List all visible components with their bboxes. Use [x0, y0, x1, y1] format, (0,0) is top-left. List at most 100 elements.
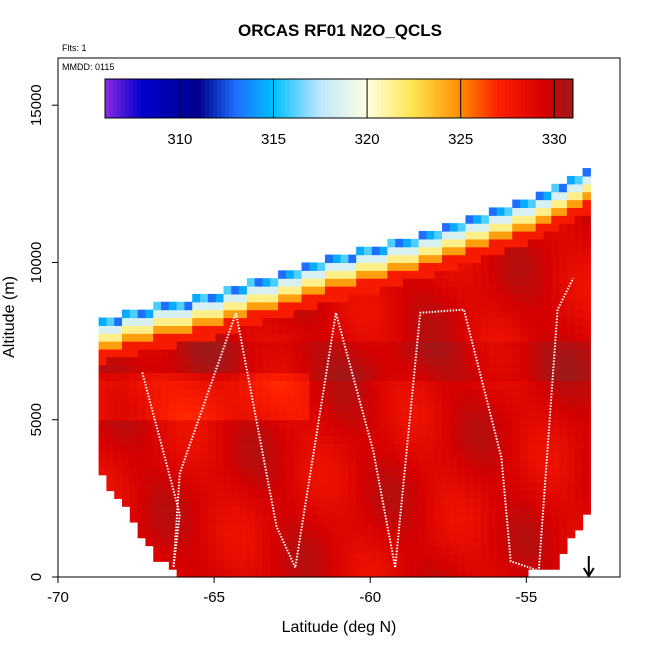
- curtain-cell: [153, 388, 162, 397]
- curtain-cell: [324, 301, 334, 311]
- curtain-cell: [278, 380, 287, 389]
- curtain-cell: [200, 293, 209, 303]
- curtain-cell: [418, 364, 428, 374]
- curtain-cell: [246, 561, 256, 570]
- curtain-cell: [192, 364, 201, 374]
- curtain-cell: [371, 286, 381, 295]
- curtain-cell: [153, 341, 162, 350]
- curtain-cell: [129, 419, 139, 429]
- curtain-cell: [543, 537, 552, 547]
- curtain-cell: [543, 388, 552, 397]
- curtain-cell: [371, 553, 381, 562]
- curtain-cell: [184, 490, 193, 499]
- curtain-cell: [192, 514, 201, 523]
- curtain-cell: [559, 482, 568, 492]
- curtain-cell: [379, 388, 388, 397]
- curtain-cell: [371, 356, 381, 366]
- curtain-cell: [449, 231, 459, 240]
- curtain-cell: [207, 569, 217, 578]
- curtain-cell: [512, 443, 521, 452]
- curtain-cell: [403, 490, 412, 499]
- curtain-cell: [442, 466, 451, 476]
- curtain-cell: [504, 537, 513, 547]
- curtain-cell: [278, 419, 287, 429]
- curtain-cell: [114, 411, 123, 421]
- curtain-cell: [309, 325, 318, 334]
- curtain-cell: [262, 490, 271, 499]
- curtain-cell: [449, 529, 459, 539]
- curtain-cell: [504, 451, 513, 460]
- curtain-cell: [426, 341, 435, 350]
- curtain-cell: [379, 333, 388, 342]
- curtain-cell: [223, 301, 232, 311]
- curtain-cell: [574, 404, 584, 413]
- curtain-cell: [457, 514, 467, 523]
- curtain-cell: [496, 341, 506, 350]
- curtain-cell: [488, 482, 498, 492]
- curtain-cell: [512, 498, 521, 507]
- curtain-cell: [145, 372, 154, 382]
- curtain-cell: [535, 419, 545, 429]
- curtain-cell: [348, 521, 357, 531]
- curtain-cell: [270, 435, 279, 444]
- curtain-cell: [270, 396, 279, 405]
- colorbar-swatch: [225, 79, 230, 118]
- curtain-cell: [176, 396, 186, 405]
- curtain-cell: [246, 348, 256, 358]
- curtain-cell: [153, 537, 162, 547]
- curtain-cell: [387, 404, 396, 413]
- curtain-cell: [340, 451, 349, 460]
- curtain-cell: [582, 262, 591, 271]
- curtain-cell: [426, 246, 435, 256]
- curtain-cell: [426, 474, 435, 484]
- curtain-cell: [340, 427, 349, 437]
- curtain-cell: [543, 270, 552, 279]
- curtain-cell: [122, 419, 131, 429]
- curtain-cell: [231, 482, 240, 492]
- curtain-cell: [520, 411, 529, 421]
- curtain-cell: [184, 506, 193, 515]
- curtain-cell: [98, 372, 107, 382]
- curtain-cell: [559, 459, 568, 468]
- curtain-cell: [442, 521, 451, 531]
- curtain-cell: [457, 238, 467, 248]
- curtain-cell: [270, 482, 279, 492]
- curtain-cell: [332, 561, 342, 570]
- curtain-cell: [262, 317, 271, 326]
- curtain-cell: [285, 317, 295, 326]
- curtain-cell: [293, 419, 303, 429]
- curtain-cell: [559, 207, 568, 216]
- curtain-cell: [161, 404, 170, 413]
- curtain-cell: [582, 435, 591, 444]
- colorbar-swatch: [429, 79, 434, 118]
- curtain-cell: [426, 262, 435, 271]
- curtain-cell: [114, 348, 123, 358]
- curtain-cell: [137, 388, 147, 397]
- curtain-cell: [520, 482, 529, 492]
- curtain-cell: [481, 317, 490, 326]
- curtain-cell: [379, 411, 388, 421]
- curtain-cell: [184, 474, 193, 484]
- curtain-cell: [145, 498, 154, 507]
- curtain-cell: [231, 419, 240, 429]
- curtain-cell: [426, 278, 435, 287]
- curtain-cell: [496, 262, 506, 271]
- curtain-cell: [566, 317, 576, 326]
- curtain-cell: [379, 404, 388, 413]
- curtain-cell: [301, 569, 310, 578]
- curtain-cell: [566, 262, 576, 271]
- curtain-cell: [457, 341, 467, 350]
- curtain-cell: [465, 309, 474, 319]
- date-note: MMDD: 0115: [62, 62, 114, 72]
- curtain-cell: [488, 498, 498, 507]
- curtain-cell: [512, 254, 521, 264]
- curtain-cell: [192, 537, 201, 547]
- colorbar-swatch: [485, 79, 490, 118]
- curtain-cell: [176, 537, 186, 547]
- curtain-cell: [473, 364, 482, 374]
- curtain-cell: [387, 459, 396, 468]
- curtain-cell: [496, 482, 506, 492]
- curtain-cell: [348, 372, 357, 382]
- curtain-cell: [527, 498, 537, 507]
- curtain-cell: [442, 561, 451, 570]
